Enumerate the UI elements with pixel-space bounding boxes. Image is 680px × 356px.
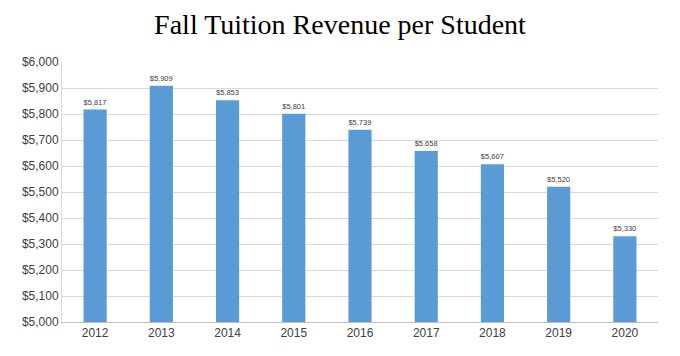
svg-text:$5,700: $5,700 bbox=[22, 133, 59, 147]
svg-text:$5,400: $5,400 bbox=[22, 211, 59, 225]
svg-text:$5,600: $5,600 bbox=[22, 159, 59, 173]
svg-text:$5,520: $5,520 bbox=[547, 175, 570, 184]
svg-text:$5,800: $5,800 bbox=[22, 107, 59, 121]
svg-text:$5,330: $5,330 bbox=[613, 224, 636, 233]
svg-text:2018: 2018 bbox=[479, 326, 506, 340]
svg-text:$5,000: $5,000 bbox=[22, 315, 59, 329]
svg-text:2014: 2014 bbox=[214, 326, 241, 340]
svg-text:$5,853: $5,853 bbox=[216, 88, 239, 97]
svg-text:2015: 2015 bbox=[280, 326, 307, 340]
svg-text:2020: 2020 bbox=[612, 326, 639, 340]
svg-text:$5,500: $5,500 bbox=[22, 185, 59, 199]
svg-text:$5,607: $5,607 bbox=[481, 152, 504, 161]
svg-text:$5,801: $5,801 bbox=[282, 102, 305, 111]
svg-text:$6,000: $6,000 bbox=[22, 55, 59, 69]
svg-text:2013: 2013 bbox=[148, 326, 175, 340]
svg-text:$5,200: $5,200 bbox=[22, 263, 59, 277]
svg-text:$5,658: $5,658 bbox=[415, 139, 438, 148]
svg-text:$5,100: $5,100 bbox=[22, 289, 59, 303]
svg-text:$5,300: $5,300 bbox=[22, 237, 59, 251]
svg-text:$5,909: $5,909 bbox=[150, 74, 173, 83]
svg-text:2016: 2016 bbox=[347, 326, 374, 340]
svg-text:$5,900: $5,900 bbox=[22, 81, 59, 95]
svg-text:2017: 2017 bbox=[413, 326, 440, 340]
svg-text:2019: 2019 bbox=[545, 326, 572, 340]
svg-text:Fall Tuition Revenue per Stude: Fall Tuition Revenue per Student bbox=[154, 9, 526, 40]
svg-text:$5,739: $5,739 bbox=[348, 118, 371, 127]
svg-text:$5,817: $5,817 bbox=[84, 98, 107, 107]
svg-text:2012: 2012 bbox=[82, 326, 109, 340]
